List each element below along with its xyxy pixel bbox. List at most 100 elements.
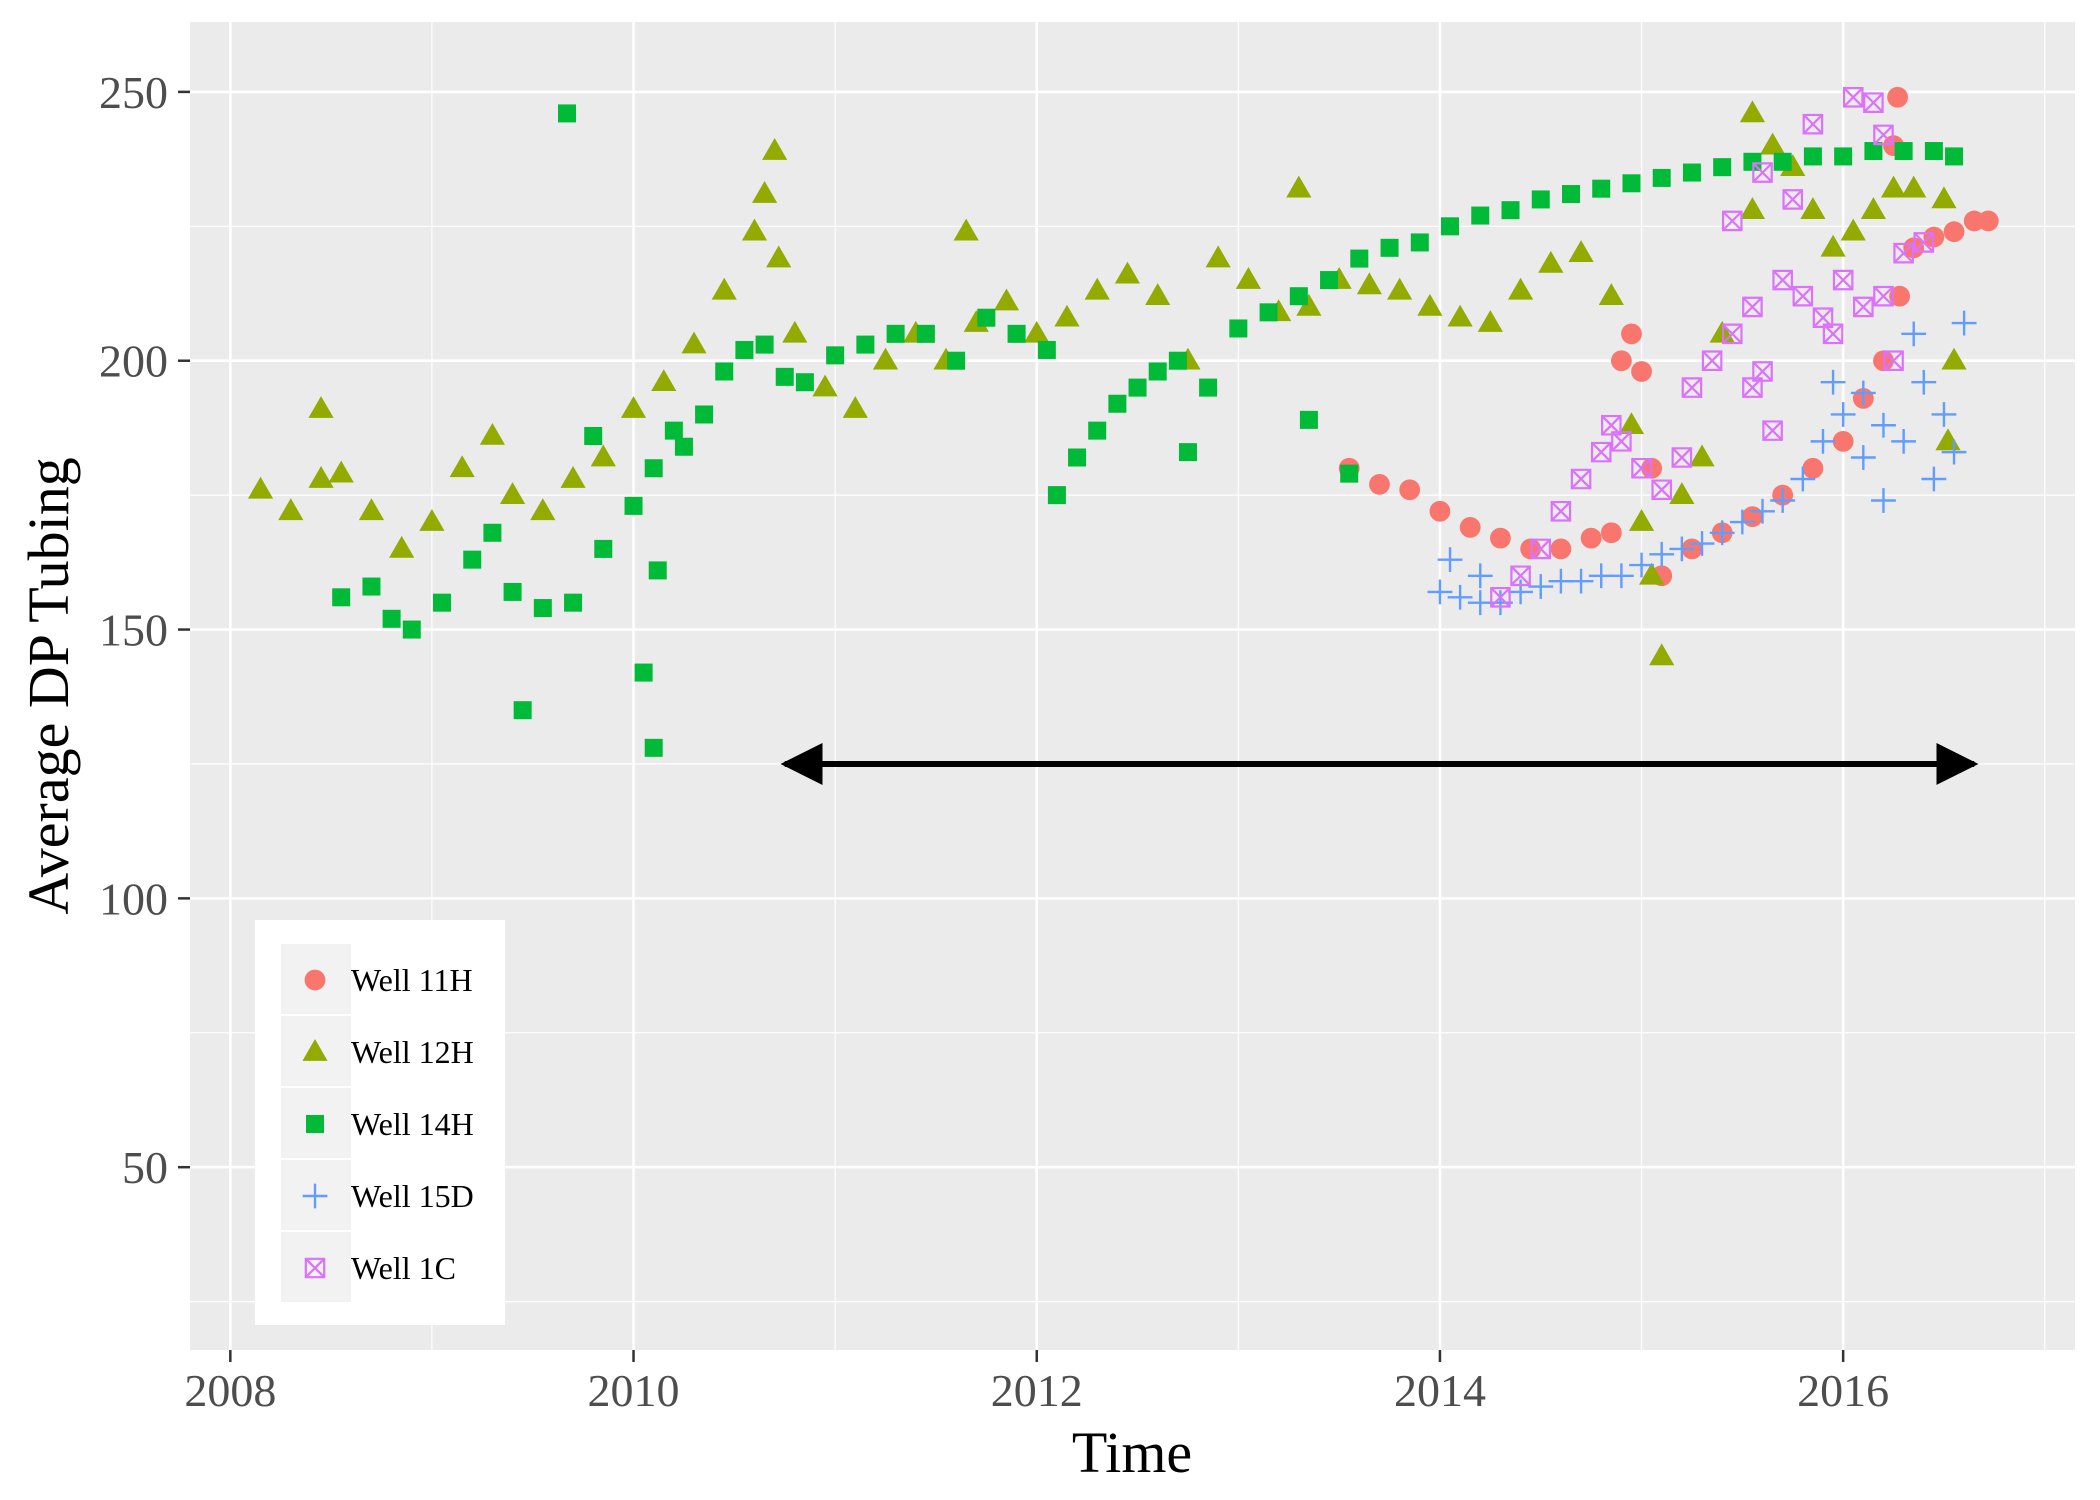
data-point bbox=[1108, 394, 1127, 413]
data-point bbox=[362, 577, 381, 596]
data-point bbox=[499, 482, 526, 504]
series-well-14h bbox=[332, 104, 1964, 757]
data-point bbox=[389, 535, 415, 558]
data-point bbox=[1501, 201, 1520, 220]
data-point bbox=[1088, 421, 1107, 440]
data-point bbox=[1459, 516, 1481, 538]
data-point bbox=[1721, 323, 1743, 345]
data-point bbox=[1068, 448, 1087, 467]
data-point bbox=[1742, 296, 1763, 318]
data-point bbox=[590, 444, 616, 467]
data-point bbox=[1550, 538, 1572, 560]
data-point bbox=[1538, 250, 1564, 273]
legend-key-marker bbox=[302, 1038, 328, 1061]
data-point bbox=[1893, 242, 1914, 264]
data-point bbox=[1671, 447, 1693, 468]
x-tick-label: 2012 bbox=[991, 1365, 1083, 1416]
data-point bbox=[782, 320, 808, 343]
data-point bbox=[1941, 439, 1967, 465]
data-point bbox=[1863, 92, 1884, 113]
data-point bbox=[1114, 261, 1141, 284]
y-axis: 50 100 150 200 250 bbox=[99, 67, 190, 1193]
data-point bbox=[1803, 147, 1822, 166]
data-point bbox=[1631, 457, 1652, 479]
data-point bbox=[674, 437, 693, 456]
x-tick-label: 2014 bbox=[1394, 1365, 1486, 1416]
data-point bbox=[247, 476, 274, 499]
data-point bbox=[1669, 536, 1695, 562]
data-point bbox=[977, 308, 996, 327]
data-point bbox=[1853, 296, 1874, 318]
data-point bbox=[1739, 197, 1766, 219]
data-point bbox=[560, 465, 586, 488]
data-point bbox=[695, 405, 714, 424]
data-point bbox=[1631, 361, 1652, 382]
data-point bbox=[1441, 217, 1460, 236]
data-point bbox=[1286, 175, 1312, 198]
data-point bbox=[1721, 210, 1743, 232]
data-point bbox=[1084, 277, 1110, 300]
data-point bbox=[1701, 350, 1723, 372]
data-point bbox=[1205, 245, 1231, 268]
data-point bbox=[1024, 320, 1050, 343]
data-point bbox=[1820, 369, 1846, 395]
data-point bbox=[624, 496, 643, 515]
data-point bbox=[584, 426, 603, 445]
data-point bbox=[644, 459, 663, 478]
data-point bbox=[1651, 479, 1673, 501]
data-point bbox=[1528, 574, 1554, 599]
data-point bbox=[1873, 285, 1894, 307]
data-point bbox=[1773, 152, 1792, 171]
data-point bbox=[1931, 402, 1957, 427]
data-point bbox=[308, 465, 334, 488]
legend-item: Well 14H bbox=[281, 1088, 474, 1158]
data-point bbox=[1299, 410, 1318, 429]
data-point bbox=[1387, 277, 1413, 300]
data-point bbox=[1752, 162, 1773, 183]
data-point bbox=[1340, 464, 1359, 483]
data-point bbox=[1289, 287, 1308, 306]
data-point bbox=[1580, 527, 1602, 549]
data-point bbox=[1873, 124, 1894, 146]
data-point bbox=[419, 508, 445, 531]
data-point bbox=[1622, 174, 1641, 193]
data-point bbox=[1709, 520, 1735, 546]
data-point bbox=[1924, 142, 1943, 161]
data-point bbox=[1510, 565, 1531, 587]
data-point bbox=[1590, 441, 1612, 463]
data-point bbox=[1380, 238, 1399, 257]
data-point bbox=[886, 324, 905, 343]
data-point bbox=[1054, 304, 1080, 327]
data-point bbox=[530, 498, 556, 521]
data-point bbox=[533, 599, 552, 618]
y-tick-label: 100 bbox=[99, 873, 168, 924]
series-well-15d bbox=[1427, 310, 1977, 616]
data-point bbox=[1007, 324, 1026, 343]
data-point bbox=[1891, 428, 1917, 454]
data-point bbox=[1834, 147, 1853, 166]
data-point bbox=[1629, 552, 1654, 578]
data-point bbox=[648, 561, 667, 580]
data-point bbox=[1467, 563, 1493, 589]
data-point bbox=[1682, 163, 1701, 182]
data-point bbox=[1790, 466, 1816, 492]
data-point bbox=[1822, 323, 1844, 345]
data-point bbox=[1901, 321, 1927, 347]
data-point bbox=[681, 331, 707, 354]
data-point bbox=[1850, 445, 1876, 470]
y-tick-label: 150 bbox=[99, 605, 168, 656]
legend-label: Well 12H bbox=[351, 1034, 474, 1070]
data-point bbox=[558, 104, 576, 123]
data-point bbox=[664, 421, 683, 440]
data-point bbox=[1447, 304, 1473, 327]
data-point bbox=[1369, 473, 1390, 495]
data-point bbox=[715, 362, 734, 381]
data-point bbox=[1410, 233, 1429, 252]
data-point bbox=[1894, 142, 1913, 161]
data-point bbox=[1941, 347, 1967, 370]
data-point bbox=[1507, 277, 1534, 300]
data-point bbox=[1729, 509, 1755, 535]
legend-key-marker bbox=[302, 1183, 328, 1209]
data-point bbox=[1943, 221, 1965, 243]
